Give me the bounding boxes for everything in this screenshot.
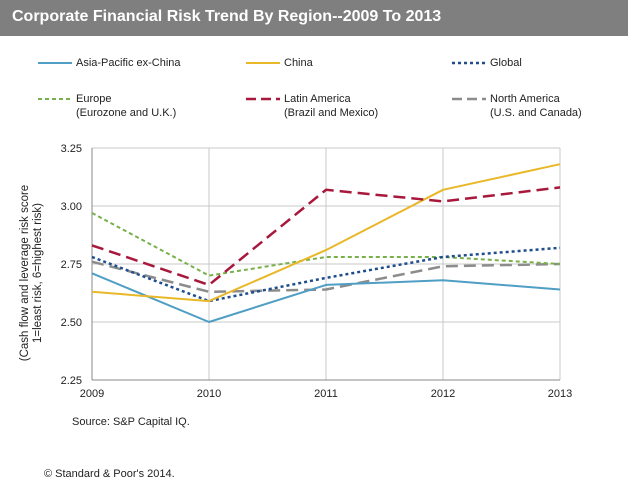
series-line-asia-pacific-ex-china (91, 272, 561, 323)
legend-label: Europe (76, 93, 112, 105)
x-tick-label: 2013 (548, 388, 572, 400)
y-tick-label: 3.00 (61, 201, 82, 213)
series-line-europe (91, 212, 561, 277)
legend-sublabel: (Eurozone and U.K.) (76, 107, 177, 119)
x-tick-label: 2009 (80, 388, 104, 400)
legend-sublabel: (U.S. and Canada) (490, 107, 582, 119)
series-line-latin-america (91, 186, 561, 287)
x-tick-label: 2011 (314, 388, 338, 400)
series-line-global (91, 246, 561, 303)
legend-sublabel: (Brazil and Mexico) (284, 107, 379, 119)
source-note: Source: S&P Capital IQ. (72, 416, 190, 428)
y-tick-label: 2.50 (61, 317, 82, 329)
copyright-note: © Standard & Poor's 2014. (44, 468, 175, 480)
legend-label: Global (490, 57, 522, 69)
legend-label: Latin America (284, 93, 351, 105)
legend-label: Asia-Pacific ex-China (76, 57, 181, 69)
chart-title: Corporate Financial Risk Trend By Region… (12, 8, 442, 25)
x-tick-label: 2010 (197, 388, 221, 400)
legend-label: China (284, 57, 313, 69)
y-tick-label: 3.25 (61, 143, 82, 155)
title-bar: Corporate Financial Risk Trend By Region… (0, 0, 628, 36)
series-line-china (91, 163, 561, 303)
legend-label: North America (490, 93, 560, 105)
series-line-north-america (91, 260, 561, 294)
y-tick-label: 2.25 (61, 375, 82, 387)
y-tick-label: 2.75 (61, 259, 82, 271)
legend: Asia-Pacific ex-China China Global Europ… (0, 48, 628, 128)
x-tick-label: 2012 (431, 388, 455, 400)
